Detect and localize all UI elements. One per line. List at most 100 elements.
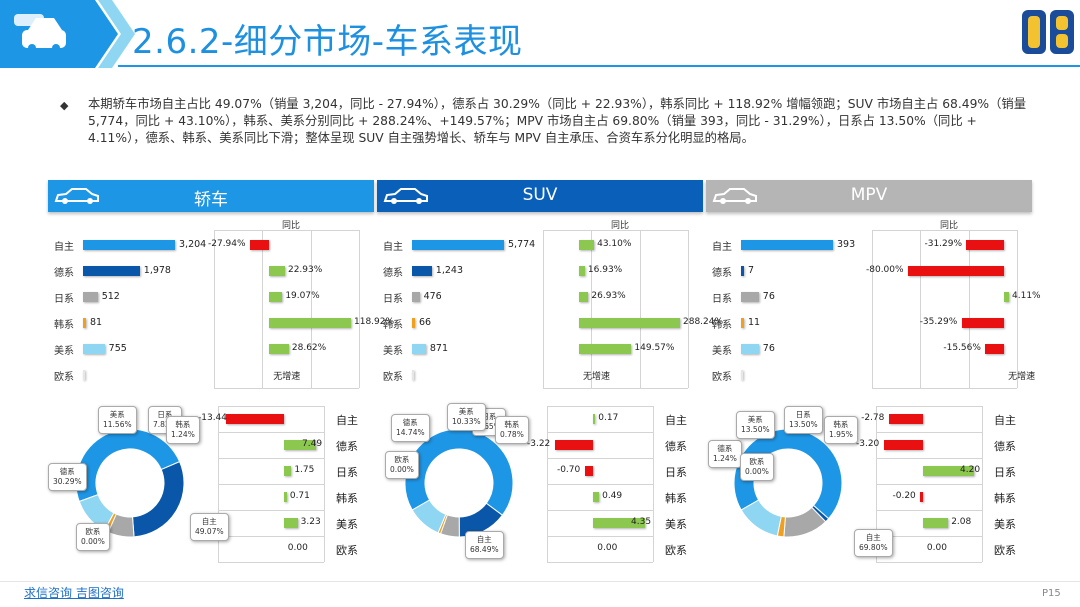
brand-logo (1022, 10, 1074, 54)
sales-bar (741, 318, 744, 328)
car-icon (14, 14, 66, 52)
share-donut-chart (75, 428, 185, 538)
share-change-bar (922, 466, 974, 476)
category-label-right: 日系 (994, 466, 1016, 479)
category-label-right: 自主 (336, 414, 358, 427)
donut-callout: 日系 13.50% (784, 406, 823, 434)
yoy-value: 16.93% (587, 265, 623, 275)
category-label-right: 美系 (665, 518, 687, 531)
sales-value: 81 (90, 317, 103, 328)
share-donut-chart (733, 428, 843, 538)
category-label: 自主 (712, 242, 732, 253)
yoy-bar (269, 318, 351, 328)
donut-slice (75, 428, 181, 503)
share-change-bar (283, 466, 292, 476)
page-title: 2.6.2-细分市场-车系表现 (132, 22, 523, 62)
category-label: 韩系 (712, 320, 732, 331)
donut-callout: 德系 14.74% (391, 414, 430, 442)
sales-value: 871 (429, 343, 449, 354)
share-grid-h (876, 510, 982, 511)
sales-bar (412, 370, 414, 380)
share-grid-h (218, 484, 324, 485)
donut-callout-name: 德系 (717, 444, 733, 453)
sales-bar (83, 240, 175, 250)
donut-callout-name: 自主 (201, 517, 217, 526)
yoy-bar (579, 292, 589, 302)
donut-callout-name: 日系 (481, 412, 497, 421)
yoy-value: 26.93% (591, 291, 626, 301)
share-grid-h (547, 536, 653, 537)
sales-bar (741, 292, 759, 302)
share-grid-h (218, 432, 324, 433)
yoy-bar (269, 292, 283, 302)
category-label: 日系 (54, 294, 74, 305)
category-label-right: 日系 (665, 466, 687, 479)
share-change-value: 0.00 (597, 543, 618, 553)
share-change-value: -13.44 (198, 413, 228, 423)
donut-callout: 德系 1.24% (708, 440, 742, 468)
donut-callout-name: 韩系 (175, 420, 191, 429)
footer-links[interactable]: 求信咨询 吉图咨询 (24, 586, 124, 600)
yoy-value: -27.94% (208, 239, 246, 249)
category-label-right: 韩系 (665, 492, 687, 505)
sales-value: 512 (101, 291, 120, 302)
yoy-header: 同比 (611, 221, 630, 231)
share-grid-h (547, 510, 653, 511)
category-label-right: 德系 (336, 440, 358, 453)
yoy-bar (961, 318, 1005, 328)
share-change-value: 0.00 (926, 543, 947, 553)
donut-callout-name: 日系 (157, 410, 173, 419)
donut-callout: 韩系 1.24% (166, 416, 200, 444)
donut-callout-pct: 0.00% (390, 465, 414, 474)
share-grid-h (218, 562, 324, 563)
sales-value: 393 (837, 239, 856, 250)
share-grid-h (218, 536, 324, 537)
share-change-value: 3.23 (300, 517, 321, 527)
sales-value: 11 (748, 317, 761, 328)
panel-header-2: MPV (706, 180, 1032, 212)
share-grid-right (653, 406, 654, 562)
yoy-grid-v (591, 230, 593, 388)
category-label: 自主 (54, 242, 74, 253)
share-change-value: 0.17 (598, 413, 619, 423)
yoy-value: -15.56% (943, 343, 981, 353)
donut-callout-name: 美系 (458, 407, 474, 416)
share-grid-h (547, 406, 653, 407)
sales-value: 76 (762, 343, 775, 354)
share-change-bar (283, 518, 298, 528)
yoy-grid-top (214, 230, 359, 231)
sales-bar (83, 344, 105, 354)
donut-callout-pct: 1.24% (713, 454, 737, 463)
yoy-grid-bottom (214, 388, 359, 389)
donut-callout-pct: 30.29% (53, 477, 82, 486)
panel-body-2: 同比 自主 393 -31.29% 德系 7 -80.00% 日系 76 4.11% 韩系 11 -35… (706, 213, 1041, 578)
donut-callout-pct: 7.83% (153, 420, 177, 429)
donut-callout-name: 韩系 (833, 420, 849, 429)
donut-callout: 韩系 0.78% (495, 416, 529, 444)
share-change-value: 4.35 (631, 517, 652, 527)
share-change-value: -0.70 (556, 465, 581, 475)
donut-callout-name: 韩系 (504, 420, 520, 429)
yoy-grid-bottom (872, 388, 1017, 389)
share-grid-h (876, 562, 982, 563)
yoy-bar (269, 344, 289, 354)
donut-slice (404, 428, 514, 516)
donut-callout: 欧系 0.00% (385, 451, 419, 479)
donut-callout-pct: 11.56% (103, 420, 132, 429)
donut-callout-pct: 49.07% (195, 527, 224, 536)
no-growth-label: 无增速 (273, 372, 301, 382)
share-change-bar (922, 518, 949, 528)
donut-callout-pct: 13.50% (789, 420, 818, 429)
share-donut-chart (404, 428, 514, 538)
category-label: 美系 (712, 346, 732, 357)
donut-callout: 自主 68.49% (465, 531, 504, 559)
donut-callout: 自主 49.07% (190, 513, 229, 541)
share-change-bar (226, 414, 284, 424)
donut-callout: 欧系 0.00% (740, 453, 774, 481)
category-label-right: 美系 (994, 518, 1016, 531)
yoy-grid-right (688, 230, 689, 388)
category-label: 德系 (712, 268, 732, 279)
yoy-value: 118.92% (354, 317, 395, 327)
share-grid-right (982, 406, 983, 562)
category-label: 欧系 (54, 372, 74, 383)
